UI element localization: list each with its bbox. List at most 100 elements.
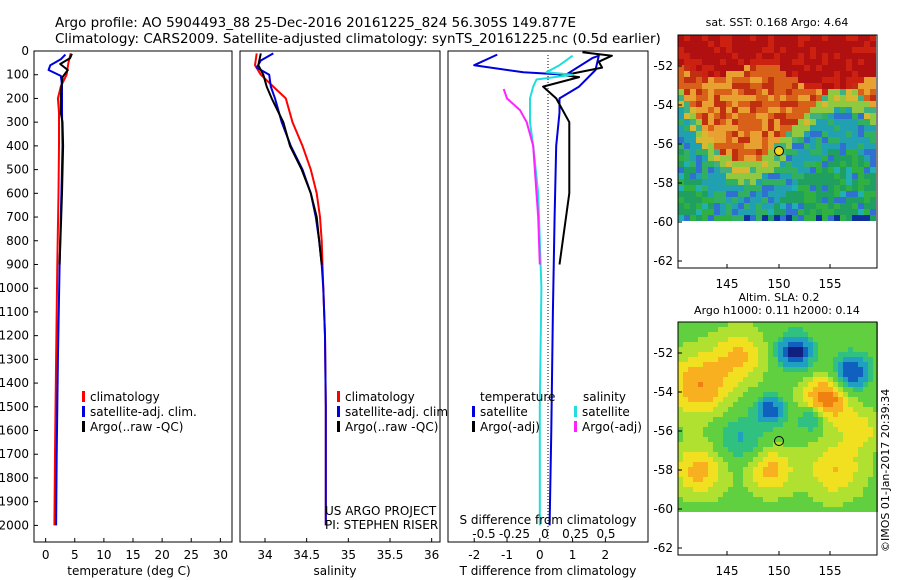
sla-cell xyxy=(863,337,868,342)
sst-cell xyxy=(684,215,690,221)
sla-title-2: Argo h1000: 0.11 h2000: 0.14 xyxy=(694,304,860,317)
sst-cell xyxy=(702,59,708,65)
sla-cell xyxy=(793,482,798,487)
sst-cell xyxy=(774,155,780,161)
sla-cell xyxy=(703,352,708,357)
sla-cell xyxy=(763,407,768,412)
sla-cell xyxy=(688,502,693,507)
sla-cell xyxy=(798,422,803,427)
sst-cell xyxy=(774,107,780,113)
sla-cell xyxy=(748,407,753,412)
sst-cell xyxy=(858,65,864,71)
sla-cell xyxy=(743,377,748,382)
sst-cell xyxy=(768,155,774,161)
sla-cell xyxy=(818,392,823,397)
sst-cell xyxy=(846,161,852,167)
sst-cell xyxy=(780,155,786,161)
sla-cell xyxy=(788,352,793,357)
sla-cell xyxy=(803,442,808,447)
temperature-legend-label: climatology xyxy=(90,390,160,404)
sla-cell xyxy=(743,347,748,352)
sst-cell xyxy=(708,77,714,83)
sst-cell xyxy=(684,209,690,215)
sla-cell xyxy=(783,372,788,377)
sla-cell xyxy=(773,322,778,327)
sla-cell xyxy=(848,447,853,452)
sla-cell xyxy=(733,432,738,437)
sst-cell xyxy=(852,155,858,161)
sla-cell xyxy=(818,352,823,357)
sla-cell xyxy=(693,382,698,387)
sla-cell xyxy=(858,477,863,482)
sla-cell xyxy=(828,372,833,377)
sla-cell xyxy=(733,487,738,492)
sst-cell xyxy=(804,83,810,89)
sst-cell xyxy=(756,137,762,143)
sla-cell xyxy=(738,452,743,457)
sst-cell xyxy=(810,143,816,149)
sla-cell xyxy=(758,477,763,482)
sla-cell xyxy=(868,407,873,412)
sla-cell xyxy=(828,387,833,392)
sla-cell xyxy=(708,437,713,442)
sst-cell xyxy=(762,179,768,185)
sla-cell xyxy=(813,482,818,487)
sst-cell xyxy=(822,173,828,179)
sla-cell xyxy=(703,492,708,497)
diff-salinity-legend-swatch xyxy=(574,406,577,417)
sst-cell xyxy=(750,95,756,101)
sla-cell xyxy=(693,362,698,367)
sst-cell xyxy=(792,209,798,215)
sst-cell xyxy=(840,167,846,173)
sla-cell xyxy=(708,377,713,382)
sla-cell xyxy=(793,367,798,372)
sla-cell xyxy=(683,442,688,447)
sst-cell xyxy=(738,155,744,161)
sla-cell xyxy=(753,372,758,377)
sst-cell xyxy=(786,197,792,203)
sla-cell xyxy=(778,487,783,492)
sla-cell xyxy=(778,402,783,407)
sla-cell xyxy=(703,467,708,472)
sst-cell xyxy=(816,77,822,83)
sst-cell xyxy=(834,35,840,41)
sla-cell xyxy=(688,357,693,362)
sla-cell xyxy=(873,372,878,377)
sla-cell xyxy=(823,457,828,462)
sla-cell xyxy=(838,357,843,362)
sla-cell xyxy=(783,472,788,477)
sla-cell xyxy=(768,337,773,342)
sla-cell xyxy=(848,402,853,407)
sla-cell xyxy=(823,497,828,502)
sst-cell xyxy=(768,197,774,203)
sst-cell xyxy=(684,143,690,149)
sst-cell xyxy=(870,161,876,167)
sst-cell xyxy=(870,71,876,77)
sla-cell xyxy=(693,327,698,332)
sla-cell xyxy=(753,477,758,482)
sla-cell xyxy=(733,407,738,412)
sst-cell xyxy=(726,197,732,203)
sla-cell xyxy=(768,422,773,427)
sst-cell xyxy=(804,125,810,131)
sst-cell xyxy=(768,179,774,185)
sla-cell xyxy=(698,392,703,397)
sla-cell xyxy=(813,397,818,402)
sla-cell xyxy=(783,457,788,462)
sla-cell xyxy=(748,482,753,487)
sst-cell xyxy=(810,35,816,41)
sla-cell xyxy=(833,372,838,377)
sst-cell xyxy=(846,149,852,155)
sst-cell xyxy=(690,155,696,161)
sla-cell xyxy=(723,387,728,392)
sla-cell xyxy=(718,372,723,377)
sla-cell xyxy=(768,327,773,332)
sst-cell xyxy=(858,83,864,89)
sst-cell xyxy=(702,89,708,95)
sst-cell xyxy=(798,197,804,203)
sst-cell xyxy=(816,59,822,65)
sla-cell xyxy=(683,432,688,437)
sst-cell xyxy=(774,173,780,179)
sla-cell xyxy=(788,417,793,422)
sst-cell xyxy=(714,101,720,107)
